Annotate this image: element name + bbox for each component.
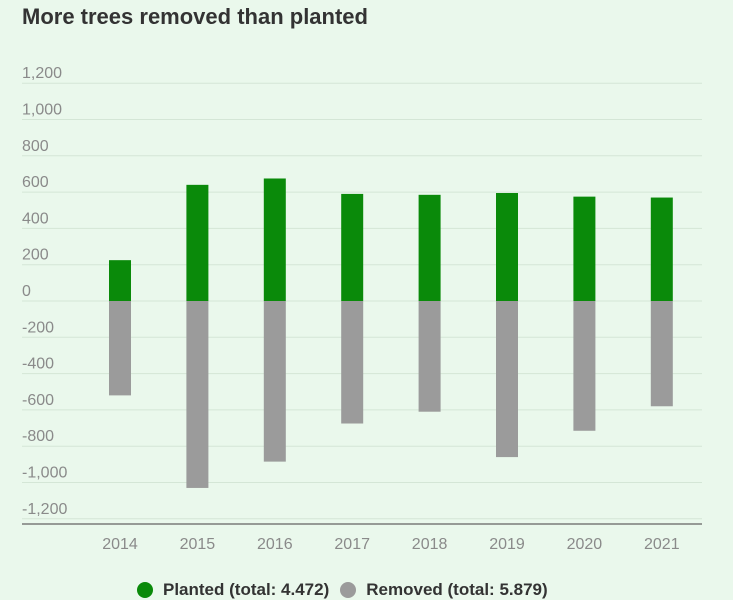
y-tick-label-5: 200 xyxy=(22,247,49,264)
x-tick-label-2019: 2019 xyxy=(489,536,525,553)
x-tick-label-2016: 2016 xyxy=(257,536,293,553)
y-axis-ticks: 1,200 1,000 800 600 400 200 0 -200 -400 -600 -800 -… xyxy=(22,65,67,518)
bar-removed-2021 xyxy=(650,301,673,407)
bar-removed-2016 xyxy=(263,301,286,462)
y-tick-label-11: -1,000 xyxy=(22,465,67,482)
y-tick-label-9: -600 xyxy=(22,392,54,409)
y-tick-label-0: 1,200 xyxy=(22,65,62,82)
legend-swatch-planted xyxy=(137,582,153,598)
bars xyxy=(109,178,673,488)
y-tick-label-7: -200 xyxy=(22,319,54,336)
bar-removed-2018 xyxy=(418,301,441,412)
y-tick-label-6: 0 xyxy=(22,283,31,300)
x-tick-label-2017: 2017 xyxy=(334,536,370,553)
bar-planted-2017 xyxy=(341,193,364,301)
y-tick-label-3: 600 xyxy=(22,174,49,191)
bar-removed-2019 xyxy=(496,301,518,458)
bar-planted-2020 xyxy=(573,196,596,301)
bar-planted-2019 xyxy=(496,193,518,301)
x-tick-label-2020: 2020 xyxy=(567,536,603,553)
y-tick-label-12: -1,200 xyxy=(22,501,67,518)
legend-label-removed: Removed (total: 5.879) xyxy=(366,580,548,599)
bar-removed-2015 xyxy=(186,301,209,488)
x-axis-ticks: 2014 2015 2016 2017 2018 2019 2020 2021 xyxy=(102,536,679,553)
legend-item-planted: Planted (total: 4.472) xyxy=(137,580,329,600)
x-tick-label-2021: 2021 xyxy=(644,536,680,553)
y-tick-label-10: -800 xyxy=(22,428,54,445)
y-tick-label-2: 800 xyxy=(22,138,49,155)
bar-planted-2018 xyxy=(418,194,441,301)
x-tick-label-2015: 2015 xyxy=(180,536,216,553)
bar-removed-2014 xyxy=(109,301,131,396)
bar-planted-2021 xyxy=(650,197,673,301)
y-tick-label-8: -400 xyxy=(22,356,54,373)
legend-label-planted: Planted (total: 4.472) xyxy=(163,580,330,599)
chart-title: More trees removed than planted xyxy=(22,4,368,29)
bar-removed-2020 xyxy=(573,301,596,431)
legend-swatch-removed xyxy=(340,582,357,598)
legend-item-removed: Removed (total: 5.879) xyxy=(340,580,548,600)
x-tick-label-2014: 2014 xyxy=(102,536,138,553)
bar-removed-2017 xyxy=(341,301,364,424)
bar-planted-2014 xyxy=(109,260,131,301)
bar-planted-2015 xyxy=(186,184,209,301)
y-tick-label-4: 400 xyxy=(22,210,49,227)
legend: Planted (total: 4.472) Removed (total: 5… xyxy=(137,580,559,600)
bar-planted-2016 xyxy=(263,178,286,301)
x-tick-label-2018: 2018 xyxy=(412,536,448,553)
y-tick-label-1: 1,000 xyxy=(22,102,62,119)
